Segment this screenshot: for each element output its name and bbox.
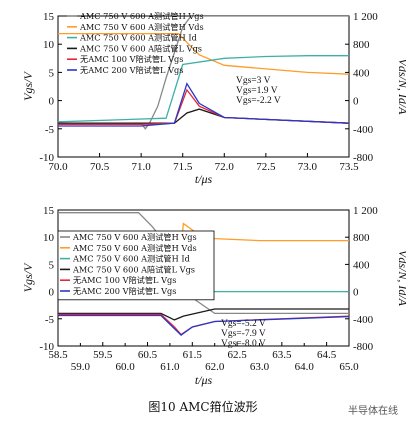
series-line-1 <box>58 16 349 130</box>
x-tick-label: 62.0 <box>205 361 225 373</box>
x-axis-label: t/μs <box>195 373 213 387</box>
series-line-6 <box>58 82 349 127</box>
y-right-tick-label: -400 <box>353 124 374 136</box>
x-tick-label: 59.0 <box>71 361 91 373</box>
legend-entry-4: AMC 750 V 600 A陪试管L Vgs <box>79 43 202 53</box>
y-right-tick-label: -800 <box>353 152 374 164</box>
y-right-tick-label: 800 <box>353 232 370 244</box>
y-right-tick-label: -800 <box>353 341 374 353</box>
x-tick-label: 71.0 <box>132 161 152 173</box>
annotation-1: Vgs=-5.2 V <box>221 319 266 329</box>
y-right-tick-label: 400 <box>353 67 370 79</box>
y-left-axis-label: Vgs/V <box>21 262 35 292</box>
legend-entry-1: AMC 750 V 600 A测试管H Vgs <box>72 232 197 242</box>
x-tick-label: 65.0 <box>339 361 359 373</box>
x-tick-label: 70.0 <box>48 161 68 173</box>
annotation-1: Vgs=3 V <box>236 76 271 86</box>
y-right-tick-label: 1 200 <box>353 205 378 217</box>
legend-entry-5: 无AMC 100 V陪试管L Vgs <box>73 275 176 285</box>
y-left-tick-label: -5 <box>45 124 55 136</box>
y-left-tick-label: -10 <box>39 152 54 164</box>
legend-entry-5: 无AMC 100 V陪试管L Vgs <box>80 54 183 64</box>
y-left-tick-label: 0 <box>49 96 55 108</box>
x-tick-label: 70.5 <box>90 161 110 173</box>
y-right-tick-label: 0 <box>353 287 359 299</box>
x-tick-label: 72.5 <box>256 161 276 173</box>
series-group <box>58 16 349 130</box>
watermark: 半导体在线 <box>348 406 398 417</box>
y-left-tick-label: 5 <box>49 67 55 79</box>
y-right-tick-label: 1 200 <box>353 11 378 23</box>
x-tick-label: 59.5 <box>93 349 113 361</box>
chart-1: 15 10 5 0 -5 -10 1 200 800 400 0 -400 -800 70.0 70.5 7… <box>21 11 406 186</box>
y-right-tick-label: 0 <box>353 96 359 108</box>
y-right-axis-label: Vds/N, Id/A <box>396 59 406 116</box>
annotation-3: Vgs=-2.2 V <box>236 96 281 106</box>
x-tick-label: 60.0 <box>116 361 136 373</box>
y-left-tick-label: 10 <box>43 232 55 244</box>
series-line-6 <box>58 314 349 336</box>
figure-caption: 图10 AMC箝位波形 <box>148 400 258 414</box>
x-tick-label: 63.0 <box>250 361 270 373</box>
x-tick-label: 73.5 <box>339 161 359 173</box>
y-left-axis-label: Vgs/V <box>21 71 35 101</box>
y-left-tick-label: 5 <box>49 259 55 271</box>
legend-entry-2: AMC 750 V 600 A测试管H Vds <box>72 243 197 253</box>
y-left-tick-label: -5 <box>45 314 55 326</box>
annotation-2: Vgs=-7.9 V <box>221 329 266 339</box>
x-axis-label: t/μs <box>195 172 213 186</box>
legend-entry-4: AMC 750 V 600 A陪试管L Vgs <box>72 264 195 274</box>
x-tick-label: 62.5 <box>227 349 247 361</box>
legend-entry-3: AMC 750 V 600 A测试管H Id <box>72 254 190 264</box>
y-right-axis-label: Vds/N, Id/A <box>396 250 406 307</box>
x-tick-label: 71.5 <box>173 161 193 173</box>
y-left-tick-label: 0 <box>49 287 55 299</box>
x-tick-label: 73.0 <box>298 161 318 173</box>
annotation-2: Vgs=1.9 V <box>236 86 278 96</box>
series-line-4 <box>58 308 349 321</box>
legend-entry-6: 无AMC 200 V陪试管L Vgs <box>73 286 176 296</box>
x-tick-label: 58.5 <box>48 349 68 361</box>
series-line-5 <box>58 88 349 125</box>
x-tick-label: 64.0 <box>295 361 315 373</box>
y-right-tick-label: 800 <box>353 39 370 51</box>
legend-entry-2: AMC 750 V 600 A测试管H Vds <box>79 22 204 32</box>
legend-entry-6: 无AMC 200 V陪试管L Vgs <box>80 65 183 75</box>
x-tick-label: 63.5 <box>272 349 292 361</box>
annotation-3: Vgs=-8.0 V <box>221 339 266 349</box>
x-tick-label: 61.0 <box>160 361 180 373</box>
x-tick-label: 64.5 <box>317 349 337 361</box>
y-left-tick-label: 15 <box>43 11 55 23</box>
y-right-tick-label: -400 <box>353 314 374 326</box>
legend-box <box>57 230 215 301</box>
x-tick-label: 72.0 <box>215 161 235 173</box>
legend-entry-1: AMC 750 V 600 A测试管H Vgs <box>79 11 204 21</box>
x-tick-label: 60.5 <box>138 349 158 361</box>
legend-entry-3: AMC 750 V 600 A测试管H Id <box>79 33 197 43</box>
x-tick-label: 61.5 <box>183 349 203 361</box>
y-left-tick-label: 10 <box>43 39 55 51</box>
y-left-tick-label: -10 <box>39 341 54 353</box>
y-right-tick-label: 400 <box>353 259 370 271</box>
series-line-3 <box>58 55 349 123</box>
y-left-tick-label: 15 <box>43 205 55 217</box>
